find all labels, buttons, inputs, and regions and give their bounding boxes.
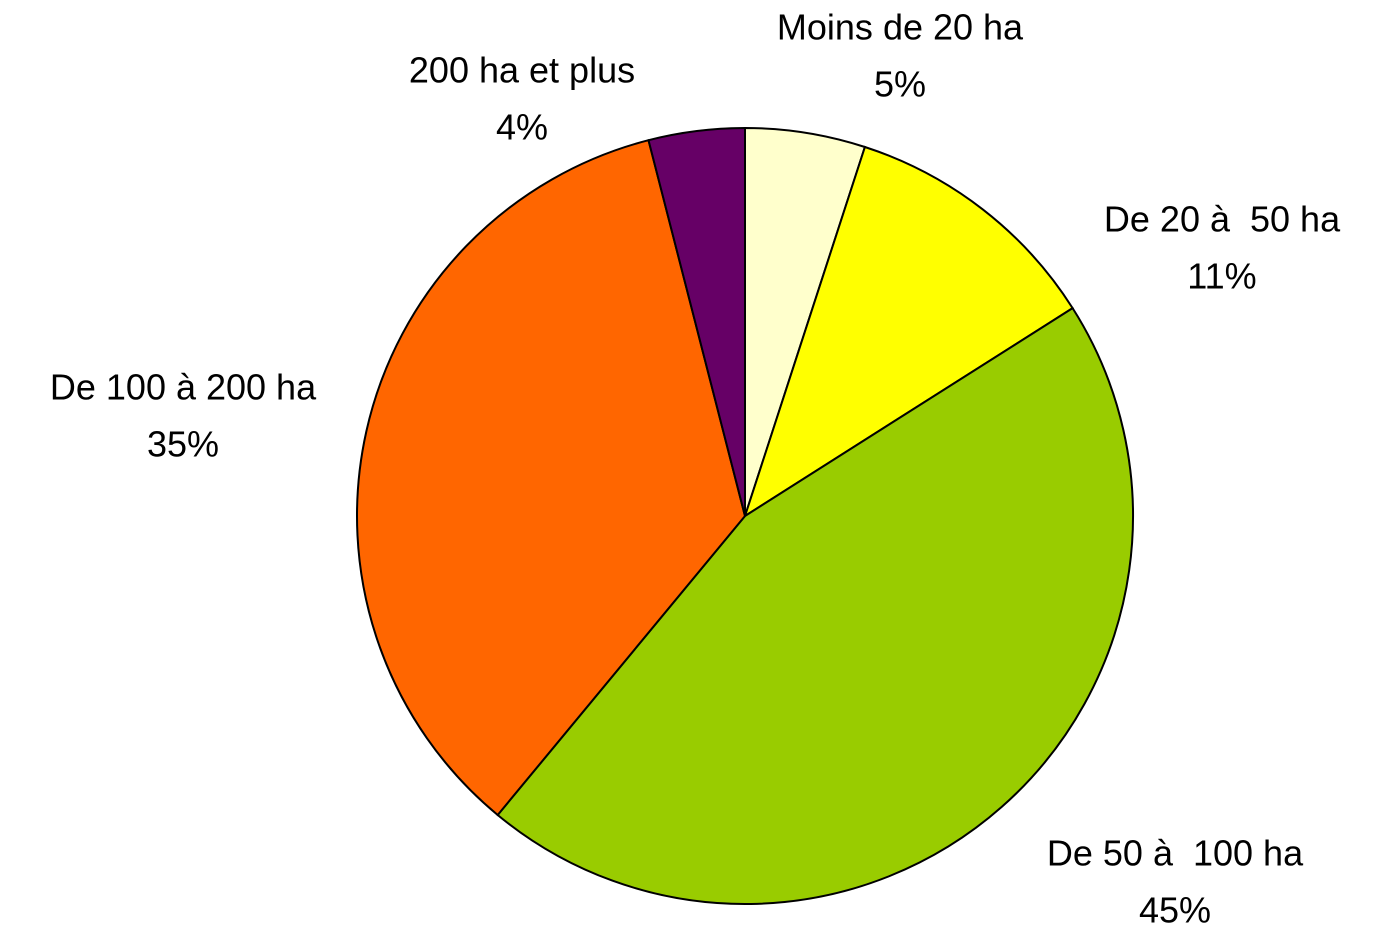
slice-label: De 100 à 200 ha bbox=[50, 367, 317, 408]
slice-value: 11% bbox=[1187, 256, 1256, 297]
slice-label: De 50 à 100 ha bbox=[1047, 833, 1304, 874]
pie-slice bbox=[496, 306, 1134, 905]
slice-value: 45% bbox=[1139, 890, 1211, 926]
slice-value: 4% bbox=[496, 107, 548, 148]
pie-slice bbox=[743, 145, 1074, 519]
slice-label: De 20 à 50 ha bbox=[1104, 199, 1341, 240]
slice-label: Moins de 20 ha bbox=[777, 7, 1024, 48]
slice-value: 35% bbox=[147, 424, 219, 465]
slice-label: 200 ha et plus bbox=[409, 50, 635, 91]
pie-slice bbox=[356, 138, 747, 817]
slice-value: 5% bbox=[874, 64, 926, 105]
pie-slice bbox=[647, 126, 746, 517]
